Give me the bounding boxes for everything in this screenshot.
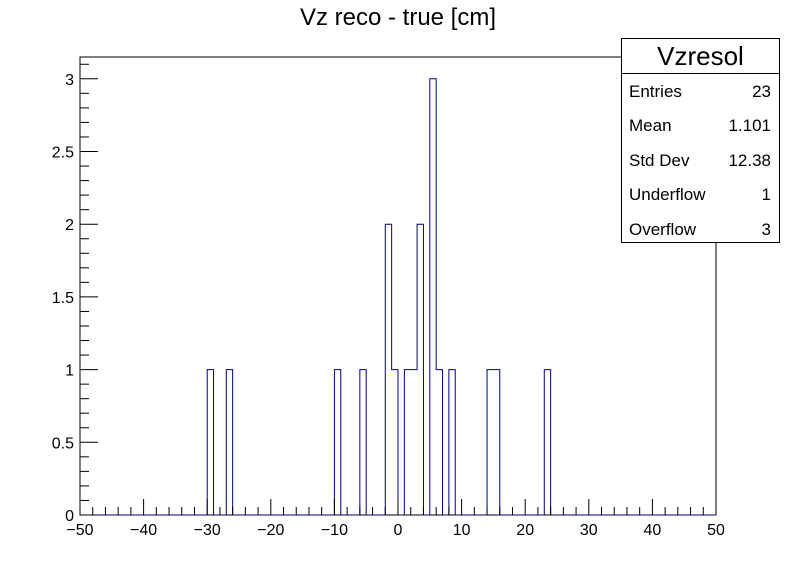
stats-row-entries: Entries 23 (622, 74, 779, 108)
x-tick-label: 20 (516, 522, 534, 539)
histogram-bin (449, 370, 455, 515)
histogram-bin (360, 370, 366, 515)
histogram-bin (334, 370, 340, 515)
x-tick-label: −40 (130, 522, 157, 539)
stats-row-stddev: Std Dev 12.38 (622, 143, 779, 177)
stats-box: Vzresol Entries 23 Mean 1.101 Std Dev 12… (621, 38, 780, 243)
stats-label-mean: Mean (629, 116, 672, 136)
histogram-bin (493, 370, 499, 515)
histogram-bin (385, 224, 391, 515)
x-tick-label: −50 (66, 522, 93, 539)
histogram-bin (207, 370, 213, 515)
histogram-bin (411, 370, 417, 515)
stats-label-entries: Entries (629, 82, 682, 101)
stats-value-overflow: 3 (761, 219, 771, 239)
y-tick-label: 1 (65, 363, 74, 380)
histogram-bin (392, 370, 398, 515)
x-tick-label: 50 (707, 522, 725, 539)
histogram-line (80, 78, 716, 516)
x-tick-label: 10 (453, 522, 471, 539)
histogram-bin (417, 224, 423, 515)
y-tick-label: 0 (65, 508, 74, 525)
stats-row-underflow: Underflow 1 (622, 177, 779, 211)
stats-row-mean: Mean 1.101 (622, 108, 779, 142)
stats-label-underflow: Underflow (629, 185, 706, 205)
x-tick-label: −10 (321, 522, 348, 539)
y-tick-label: 2 (65, 217, 74, 234)
x-tick-label: 30 (580, 522, 598, 539)
y-tick-label: 3 (65, 72, 74, 89)
x-tick-label: −20 (257, 522, 284, 539)
x-tick-label: 0 (394, 522, 403, 539)
histogram-bin (226, 370, 232, 515)
histogram-bin (436, 370, 442, 515)
stats-value-mean: 1.101 (728, 116, 771, 136)
y-tick-label: 0.5 (52, 435, 74, 452)
histogram-bin (430, 79, 436, 515)
y-tick-label: 2.5 (52, 145, 74, 162)
stats-box-title: Vzresol (622, 39, 779, 74)
histogram-bin (404, 370, 410, 515)
y-tick-label: 1.5 (52, 290, 74, 307)
histogram-bin (487, 370, 493, 515)
histogram-bin (544, 370, 550, 515)
stats-value-entries: 23 (752, 82, 771, 101)
stats-label-stddev: Std Dev (629, 150, 690, 170)
x-tick-label: 40 (644, 522, 662, 539)
stats-value-stddev: 12.38 (728, 150, 771, 170)
x-tick-label: −30 (194, 522, 221, 539)
stats-row-overflow: Overflow 3 (622, 212, 779, 246)
stats-value-underflow: 1 (761, 185, 771, 205)
stats-label-overflow: Overflow (629, 219, 697, 239)
chart-title: Vz reco - true [cm] (299, 4, 497, 31)
